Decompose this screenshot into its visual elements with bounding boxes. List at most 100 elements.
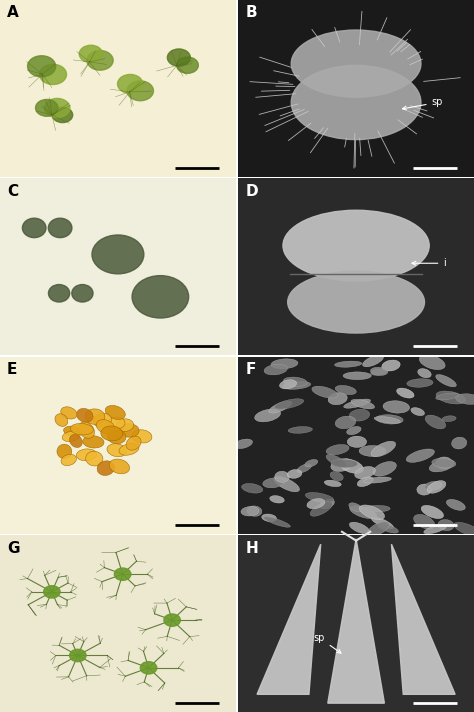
Ellipse shape — [76, 449, 97, 461]
Ellipse shape — [376, 414, 403, 424]
Ellipse shape — [417, 484, 432, 495]
Circle shape — [39, 64, 66, 85]
Ellipse shape — [419, 355, 445, 370]
Ellipse shape — [288, 271, 425, 333]
Ellipse shape — [48, 285, 70, 302]
Ellipse shape — [364, 477, 392, 483]
Ellipse shape — [108, 430, 126, 444]
Circle shape — [87, 51, 113, 70]
Ellipse shape — [383, 401, 410, 413]
Ellipse shape — [57, 444, 72, 459]
Ellipse shape — [359, 505, 384, 520]
Ellipse shape — [48, 218, 72, 238]
Ellipse shape — [270, 496, 284, 503]
Ellipse shape — [452, 437, 467, 449]
Ellipse shape — [436, 375, 456, 387]
Ellipse shape — [363, 355, 383, 367]
Ellipse shape — [126, 436, 141, 450]
Ellipse shape — [456, 394, 474, 404]
Ellipse shape — [85, 409, 105, 424]
Ellipse shape — [328, 392, 347, 404]
Ellipse shape — [442, 416, 456, 422]
Ellipse shape — [432, 459, 456, 468]
Ellipse shape — [447, 499, 465, 511]
Ellipse shape — [374, 417, 401, 424]
Ellipse shape — [320, 499, 334, 509]
Circle shape — [140, 661, 157, 674]
Ellipse shape — [346, 426, 361, 434]
Ellipse shape — [273, 476, 300, 492]
Text: sp: sp — [402, 98, 443, 110]
Ellipse shape — [22, 218, 46, 238]
Circle shape — [27, 56, 55, 77]
Ellipse shape — [335, 416, 356, 429]
Ellipse shape — [424, 525, 447, 534]
Ellipse shape — [371, 441, 396, 457]
Circle shape — [36, 100, 58, 116]
Text: A: A — [7, 5, 19, 21]
Ellipse shape — [119, 444, 139, 455]
Circle shape — [114, 568, 131, 580]
Polygon shape — [257, 544, 321, 694]
Ellipse shape — [454, 523, 474, 536]
Ellipse shape — [83, 436, 104, 448]
Ellipse shape — [72, 285, 93, 302]
Ellipse shape — [397, 388, 414, 398]
Ellipse shape — [255, 409, 281, 422]
Ellipse shape — [262, 514, 276, 522]
Ellipse shape — [55, 414, 68, 426]
Ellipse shape — [247, 506, 262, 516]
Circle shape — [177, 57, 198, 73]
Ellipse shape — [305, 493, 334, 503]
Ellipse shape — [335, 385, 356, 394]
Ellipse shape — [411, 407, 425, 416]
Ellipse shape — [297, 464, 311, 473]
Ellipse shape — [436, 393, 459, 400]
Ellipse shape — [331, 459, 358, 468]
Ellipse shape — [283, 377, 307, 387]
Circle shape — [92, 235, 144, 274]
Text: H: H — [245, 540, 258, 555]
Ellipse shape — [350, 506, 377, 519]
Ellipse shape — [347, 436, 366, 447]
Ellipse shape — [271, 359, 298, 369]
Ellipse shape — [280, 379, 297, 389]
Text: i: i — [412, 258, 446, 268]
Ellipse shape — [339, 459, 364, 473]
Ellipse shape — [429, 459, 454, 472]
Ellipse shape — [349, 409, 370, 421]
Ellipse shape — [331, 459, 353, 471]
Text: C: C — [7, 184, 18, 199]
Circle shape — [44, 586, 60, 598]
Ellipse shape — [101, 426, 123, 441]
Circle shape — [132, 276, 189, 318]
Ellipse shape — [274, 399, 304, 409]
Ellipse shape — [421, 506, 444, 518]
Ellipse shape — [107, 444, 127, 456]
Ellipse shape — [414, 515, 435, 529]
Circle shape — [52, 108, 73, 122]
Ellipse shape — [93, 413, 111, 427]
Ellipse shape — [108, 417, 125, 429]
Ellipse shape — [407, 379, 433, 387]
Ellipse shape — [424, 481, 442, 491]
Ellipse shape — [105, 405, 125, 419]
Ellipse shape — [310, 502, 332, 516]
Ellipse shape — [425, 415, 446, 429]
Ellipse shape — [305, 459, 318, 467]
Ellipse shape — [427, 481, 446, 493]
Ellipse shape — [324, 480, 341, 486]
Ellipse shape — [287, 469, 302, 478]
Circle shape — [167, 49, 191, 66]
Ellipse shape — [132, 430, 152, 443]
Ellipse shape — [349, 522, 369, 533]
Ellipse shape — [288, 426, 312, 434]
Ellipse shape — [406, 449, 435, 462]
Ellipse shape — [436, 457, 453, 469]
Polygon shape — [328, 539, 384, 703]
Text: B: B — [245, 5, 257, 21]
Ellipse shape — [343, 372, 371, 379]
Circle shape — [79, 46, 102, 63]
Ellipse shape — [365, 506, 390, 512]
Ellipse shape — [326, 444, 349, 455]
